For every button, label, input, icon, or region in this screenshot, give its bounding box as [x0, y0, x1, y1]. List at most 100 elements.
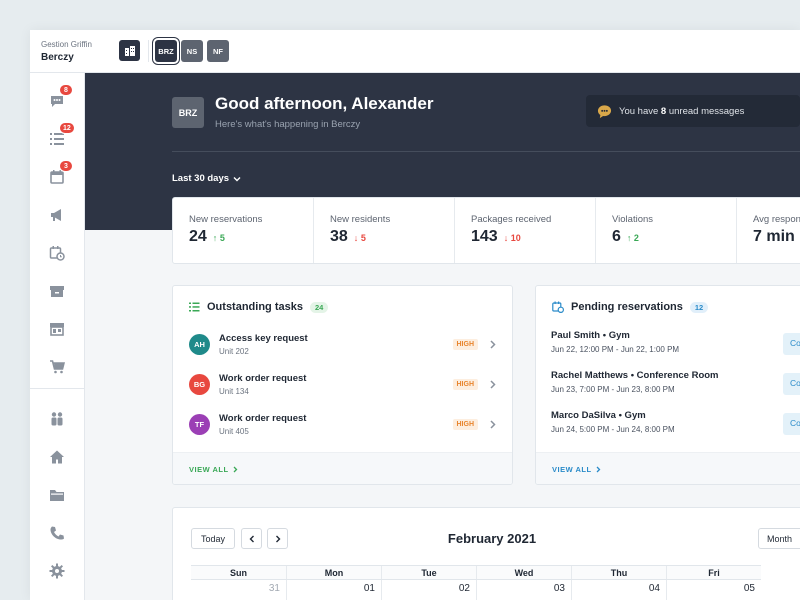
calendar-day[interactable]: 02: [381, 580, 476, 600]
reservation-row[interactable]: Marco DaSilva • Gym Jun 24, 5:00 PM - Ju…: [551, 410, 800, 434]
sidebar-item-units[interactable]: [46, 446, 68, 468]
sidebar-item-messages[interactable]: 8: [46, 84, 73, 112]
stat-value: 24: [189, 228, 207, 245]
calendar-clock-icon: [552, 301, 564, 313]
chevron-right-icon: [275, 535, 280, 542]
org-name[interactable]: Berczy: [41, 52, 74, 63]
building-icon[interactable]: [119, 40, 140, 61]
sidebar-item-store[interactable]: [46, 318, 68, 340]
calendar-day[interactable]: 05: [666, 580, 761, 600]
card-footer: VIEW ALL: [173, 452, 512, 484]
messages-badge: 8: [59, 84, 73, 96]
reservation-row[interactable]: Paul Smith • Gym Jun 22, 12:00 PM - Jun …: [551, 330, 800, 354]
stat-label: Violations: [612, 214, 654, 225]
reservation-time: Jun 22, 12:00 PM - Jun 22, 1:00 PM: [551, 345, 680, 354]
chevron-right-icon: [490, 379, 496, 389]
task-unit: Unit 202: [219, 346, 249, 356]
avatar: BG: [189, 373, 210, 395]
stat-label: Avg respon: [753, 214, 800, 225]
today-button[interactable]: Today: [191, 528, 235, 549]
gear-icon: [49, 563, 65, 579]
stat-value: 7 min: [753, 228, 795, 245]
home-icon: [50, 450, 64, 464]
reservation-row[interactable]: Rachel Matthews • Conference Room Jun 23…: [551, 370, 800, 394]
divider: [148, 40, 149, 62]
megaphone-icon: [51, 209, 61, 221]
chat-icon: [51, 96, 63, 107]
stat-label: New residents: [330, 214, 391, 225]
stats-bar: New reservations 24 ↑ 5 New residents 38 ↓…: [172, 197, 800, 264]
stat-delta: ↑ 2: [626, 233, 639, 243]
stat-new-reservations[interactable]: New reservations 24 ↑ 5: [173, 198, 314, 263]
confirm-button[interactable]: Co: [783, 333, 800, 355]
task-unit: Unit 405: [219, 426, 249, 436]
stat-value: 143: [471, 228, 498, 245]
reservation-title: Paul Smith • Gym: [551, 330, 630, 341]
priority-badge: HIGH: [452, 418, 478, 430]
sidebar-item-documents[interactable]: [46, 484, 68, 506]
sidebar-item-announcements[interactable]: [46, 204, 68, 226]
chevron-right-icon: [490, 419, 496, 429]
sidebar-item-packages[interactable]: [46, 280, 68, 302]
confirm-button[interactable]: Co: [783, 413, 800, 435]
avatar: TF: [189, 413, 210, 435]
chevron-left-icon: [249, 535, 254, 542]
calendar-clock-icon: [49, 246, 65, 261]
card-title: Pending reservations: [571, 301, 683, 313]
unread-messages-banner[interactable]: You have 8 unread messages: [586, 95, 800, 127]
stat-new-residents[interactable]: New residents 38 ↓ 5: [314, 198, 455, 263]
building-tab-nf[interactable]: NF: [207, 40, 229, 62]
stat-violations[interactable]: Violations 6 ↑ 2: [596, 198, 737, 263]
card-header: Outstanding tasks 24: [189, 301, 329, 313]
app-window: Gestion Griffin Berczy BRZ NS NF 8 12 3: [30, 30, 800, 600]
sidebar-item-schedule[interactable]: [46, 242, 68, 264]
count-badge: 12: [689, 301, 709, 313]
calendar-card: Today February 2021 Month Sun Mon Tue We…: [172, 507, 800, 600]
tasks-badge: 12: [59, 122, 75, 134]
period-label: Last 30 days: [172, 173, 230, 184]
view-all-link[interactable]: VIEW ALL: [552, 465, 601, 474]
building-tab-ns[interactable]: NS: [181, 40, 203, 62]
count-badge: 24: [309, 301, 329, 313]
sidebar-item-residents[interactable]: [46, 408, 68, 430]
prev-month-button[interactable]: [241, 528, 262, 549]
task-title: Work order request: [219, 412, 307, 424]
calendar-week-row: 31 01 02 03 04 05: [191, 580, 761, 600]
task-title: Work order request: [219, 372, 307, 384]
period-dropdown[interactable]: Last 30 days: [172, 173, 241, 184]
stat-packages-received[interactable]: Packages received 143 ↓ 10: [455, 198, 596, 263]
chevron-right-icon: [596, 466, 600, 473]
priority-badge: HIGH: [452, 378, 478, 390]
calendar-day[interactable]: 03: [476, 580, 571, 600]
sidebar-item-contacts[interactable]: [46, 522, 68, 544]
sidebar-item-calendar[interactable]: 3: [46, 160, 73, 188]
stat-label: New reservations: [189, 214, 263, 225]
outstanding-tasks-card: Outstanding tasks 24 AH Access key reque…: [172, 285, 513, 485]
confirm-button[interactable]: Co: [783, 373, 800, 395]
calendar-icon: [50, 170, 64, 184]
sidebar-item-settings[interactable]: [46, 560, 68, 582]
task-row[interactable]: BG Work order request Unit 134 HIGH: [189, 364, 496, 404]
next-month-button[interactable]: [267, 528, 288, 549]
card-title: Outstanding tasks: [207, 301, 303, 313]
calendar-day[interactable]: 04: [571, 580, 666, 600]
view-all-link[interactable]: VIEW ALL: [189, 465, 238, 474]
building-tab-brz[interactable]: BRZ: [155, 40, 177, 62]
building-tabs: BRZ NS NF: [155, 40, 229, 62]
calendar-day[interactable]: 01: [286, 580, 381, 600]
weekday-label: Fri: [666, 566, 761, 579]
hero-divider: [172, 151, 800, 152]
task-row[interactable]: AH Access key request Unit 202 HIGH: [189, 324, 496, 364]
stat-avg-response[interactable]: Avg respon 7 min: [737, 198, 800, 263]
view-select[interactable]: Month: [758, 528, 800, 549]
folder-icon: [50, 490, 64, 501]
calendar-day[interactable]: 31: [268, 583, 280, 594]
unread-messages-text: You have 8 unread messages: [619, 105, 745, 117]
priority-badge: HIGH: [452, 338, 478, 350]
calendar-weekday-header: Sun Mon Tue Wed Thu Fri: [191, 565, 761, 580]
task-row[interactable]: TF Work order request Unit 405 HIGH: [189, 404, 496, 444]
sidebar-item-tasks[interactable]: 12: [46, 122, 75, 150]
sidebar-item-cart[interactable]: [46, 356, 68, 378]
pending-reservations-card: Pending reservations 12 Paul Smith • Gym…: [535, 285, 800, 485]
package-icon: [50, 286, 64, 297]
